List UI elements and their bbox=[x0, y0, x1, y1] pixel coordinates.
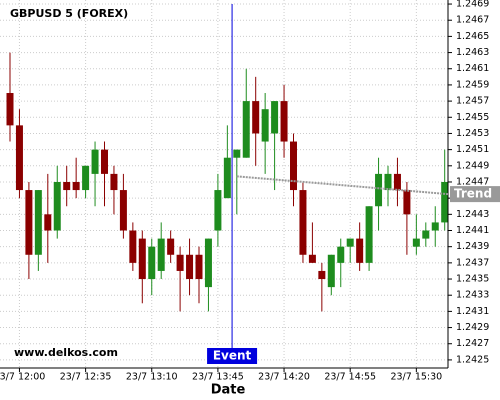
candle-body bbox=[299, 190, 307, 255]
y-tick-label: 1.2453 bbox=[456, 128, 489, 139]
candle-body bbox=[204, 238, 212, 288]
candle-body bbox=[167, 238, 175, 255]
candle-body bbox=[337, 246, 345, 263]
candle-body bbox=[290, 141, 297, 191]
candle-body bbox=[403, 190, 411, 215]
candle-body bbox=[138, 238, 146, 280]
y-tick-label: 1.2461 bbox=[456, 63, 489, 74]
y-tick-label: 1.2431 bbox=[456, 306, 489, 317]
candle-body bbox=[72, 181, 80, 191]
candle-body bbox=[34, 190, 42, 255]
trend-line bbox=[236, 175, 449, 196]
candle-body bbox=[176, 254, 184, 271]
candle-body bbox=[271, 101, 279, 134]
y-tick-label: 1.2463 bbox=[456, 47, 489, 58]
candle-body bbox=[441, 181, 449, 223]
y-tick-label: 1.2469 bbox=[456, 0, 489, 10]
candle-body bbox=[82, 165, 90, 191]
candle-body bbox=[148, 246, 156, 280]
y-tick-label: 1.2427 bbox=[456, 338, 489, 349]
candle-body bbox=[422, 230, 430, 239]
candle-body bbox=[157, 238, 165, 271]
candle-body bbox=[431, 222, 439, 231]
candle-body bbox=[356, 238, 364, 263]
candle-body bbox=[223, 157, 231, 199]
x-tick-label: 23/7 14:20 bbox=[258, 372, 310, 383]
y-tick-label: 1.2447 bbox=[456, 176, 489, 187]
event-label: Event bbox=[213, 349, 252, 363]
watermark: www.delkos.com bbox=[14, 346, 118, 359]
y-tick-label: 1.2441 bbox=[456, 225, 489, 236]
candle-body bbox=[261, 109, 269, 142]
candle-body bbox=[327, 254, 335, 288]
candle-body bbox=[280, 101, 288, 142]
chart-title: GBPUSD 5 (FOREX) bbox=[10, 7, 128, 20]
y-tick-label: 1.2443 bbox=[456, 209, 489, 220]
candle-body bbox=[233, 149, 241, 158]
candle-body bbox=[186, 254, 194, 280]
candle-body bbox=[365, 206, 373, 263]
x-tick-label: 23/7 13:45 bbox=[192, 372, 244, 383]
candle-body bbox=[101, 149, 108, 174]
candle-body bbox=[63, 181, 71, 191]
candle-body bbox=[110, 173, 118, 191]
candle-body bbox=[214, 190, 222, 231]
candle-body bbox=[375, 173, 383, 207]
candle-body bbox=[308, 254, 316, 263]
candle-body bbox=[53, 181, 61, 231]
x-axis-label: Date bbox=[211, 383, 246, 398]
candle-body bbox=[195, 254, 203, 280]
trend-label-box bbox=[450, 186, 500, 203]
candle-body bbox=[252, 101, 260, 134]
candle-body bbox=[318, 270, 326, 280]
candle-body bbox=[91, 149, 99, 174]
y-tick-label: 1.2433 bbox=[456, 290, 489, 301]
candle-body bbox=[44, 214, 52, 231]
trend-label: Trend bbox=[454, 187, 492, 201]
candle-body bbox=[6, 93, 14, 126]
y-tick-label: 1.2429 bbox=[456, 322, 489, 333]
x-tick-label: 23/7 13:10 bbox=[126, 372, 178, 383]
y-tick-label: 1.2457 bbox=[456, 96, 489, 107]
y-tick-label: 1.2467 bbox=[456, 15, 489, 26]
candle-body bbox=[119, 190, 127, 231]
candle-body bbox=[129, 230, 137, 263]
y-tick-label: 1.2455 bbox=[456, 112, 489, 123]
y-tick-label: 1.2437 bbox=[456, 257, 489, 268]
candle-body bbox=[15, 125, 23, 191]
candle-body bbox=[412, 238, 420, 247]
x-tick-label: 23/7 12:00 bbox=[0, 372, 45, 383]
candle-body bbox=[384, 173, 392, 191]
y-tick-label: 1.2449 bbox=[456, 160, 489, 171]
x-tick-label: 23/7 12:35 bbox=[60, 372, 112, 383]
x-tick-label: 23/7 14:55 bbox=[324, 372, 376, 383]
y-tick-label: 1.2451 bbox=[456, 144, 489, 155]
y-tick-label: 1.2425 bbox=[456, 354, 489, 365]
candle-body bbox=[242, 101, 250, 158]
event-label-box bbox=[207, 348, 258, 364]
y-tick-label: 1.2435 bbox=[456, 274, 489, 285]
candle-body bbox=[346, 238, 354, 247]
y-tick-label: 1.2465 bbox=[456, 31, 489, 42]
candle-body bbox=[25, 190, 33, 255]
y-tick-label: 1.2439 bbox=[456, 241, 489, 252]
candle-body bbox=[393, 173, 401, 191]
y-tick-label: 1.2459 bbox=[456, 79, 489, 90]
x-tick-label: 23/7 15:30 bbox=[390, 372, 442, 383]
